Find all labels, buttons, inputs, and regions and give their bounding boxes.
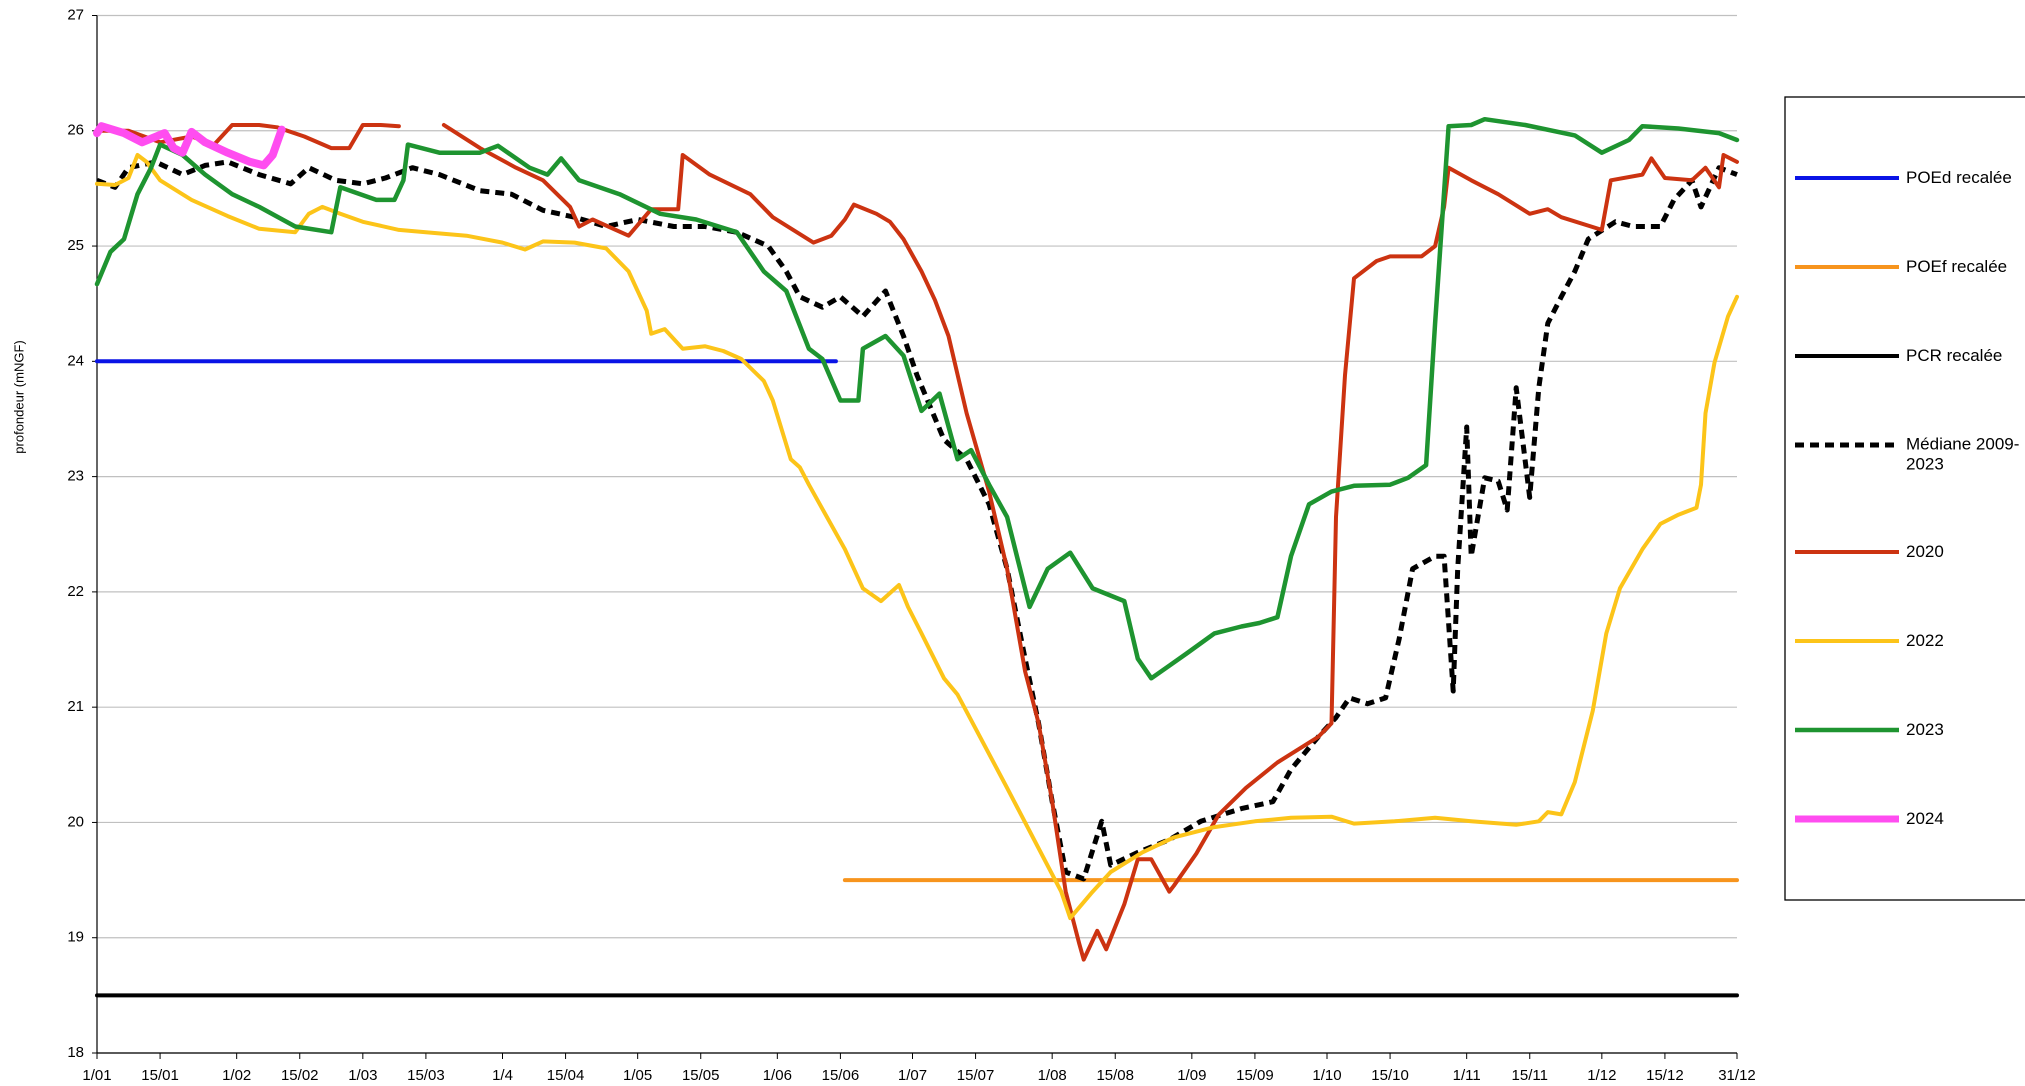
x-tick-label: 1/05 bbox=[623, 1067, 652, 1084]
y-tick-label: 22 bbox=[67, 583, 84, 600]
x-tick-label: 1/09 bbox=[1177, 1067, 1206, 1084]
x-tick-label: 1/02 bbox=[222, 1067, 251, 1084]
y-tick-label: 23 bbox=[67, 468, 84, 485]
legend-label: 2023 bbox=[1906, 720, 1944, 740]
legend-label: 2022 bbox=[1906, 631, 1944, 651]
legend-label: Médiane 2009-2023 bbox=[1906, 434, 2020, 473]
y-tick-label: 24 bbox=[67, 352, 84, 369]
x-tick-label: 15/10 bbox=[1371, 1067, 1409, 1084]
y-tick-label: 18 bbox=[67, 1044, 84, 1061]
x-tick-label: 1/01 bbox=[82, 1067, 111, 1084]
series-line bbox=[95, 123, 1739, 962]
y-tick-label: 21 bbox=[67, 698, 84, 715]
y-tick-label: 26 bbox=[67, 122, 84, 139]
x-tick-label: 15/12 bbox=[1646, 1067, 1684, 1084]
x-tick-label: 15/11 bbox=[1512, 1067, 1548, 1084]
y-axis-title: profondeur (mNGF) bbox=[11, 340, 26, 453]
x-tick-label: 15/01 bbox=[141, 1067, 179, 1084]
x-tick-label: 15/09 bbox=[1236, 1067, 1274, 1084]
x-tick-label: 15/06 bbox=[822, 1067, 860, 1084]
legend-label: 2024 bbox=[1906, 809, 1944, 829]
series-line bbox=[93, 122, 286, 170]
x-tick-label: 1/12 bbox=[1587, 1067, 1616, 1084]
x-tick-label: 1/06 bbox=[763, 1067, 792, 1084]
x-tick-label: 15/05 bbox=[682, 1067, 720, 1084]
series-line bbox=[96, 159, 1738, 882]
y-tick-label: 27 bbox=[67, 6, 84, 23]
x-tick-label: 1/08 bbox=[1038, 1067, 1067, 1084]
x-tick-label: 1/07 bbox=[898, 1067, 927, 1084]
legend-box bbox=[1784, 96, 2025, 901]
x-tick-label: 1/11 bbox=[1453, 1067, 1481, 1084]
x-tick-label: 1/10 bbox=[1312, 1067, 1341, 1084]
x-tick-label: 31/12 bbox=[1718, 1067, 1756, 1084]
series-line bbox=[94, 116, 1740, 681]
y-tick-label: 19 bbox=[67, 929, 84, 946]
x-tick-label: 15/08 bbox=[1096, 1067, 1134, 1084]
x-tick-label: 15/07 bbox=[957, 1067, 995, 1084]
x-tick-label: 1/4 bbox=[492, 1067, 513, 1084]
x-tick-label: 15/04 bbox=[547, 1067, 585, 1084]
x-tick-label: 1/03 bbox=[348, 1067, 377, 1084]
series-line bbox=[95, 153, 1739, 921]
x-tick-label: 15/02 bbox=[281, 1067, 319, 1084]
legend-label: POEf recalée bbox=[1906, 257, 2008, 277]
legend-label: 2020 bbox=[1906, 542, 1944, 562]
legend-label: PCR recalée bbox=[1906, 346, 2003, 366]
y-tick-label: 25 bbox=[67, 237, 84, 254]
x-tick-label: 15/03 bbox=[407, 1067, 445, 1084]
y-tick-label: 20 bbox=[67, 813, 84, 830]
legend-label: POEd recalée bbox=[1906, 168, 2012, 188]
